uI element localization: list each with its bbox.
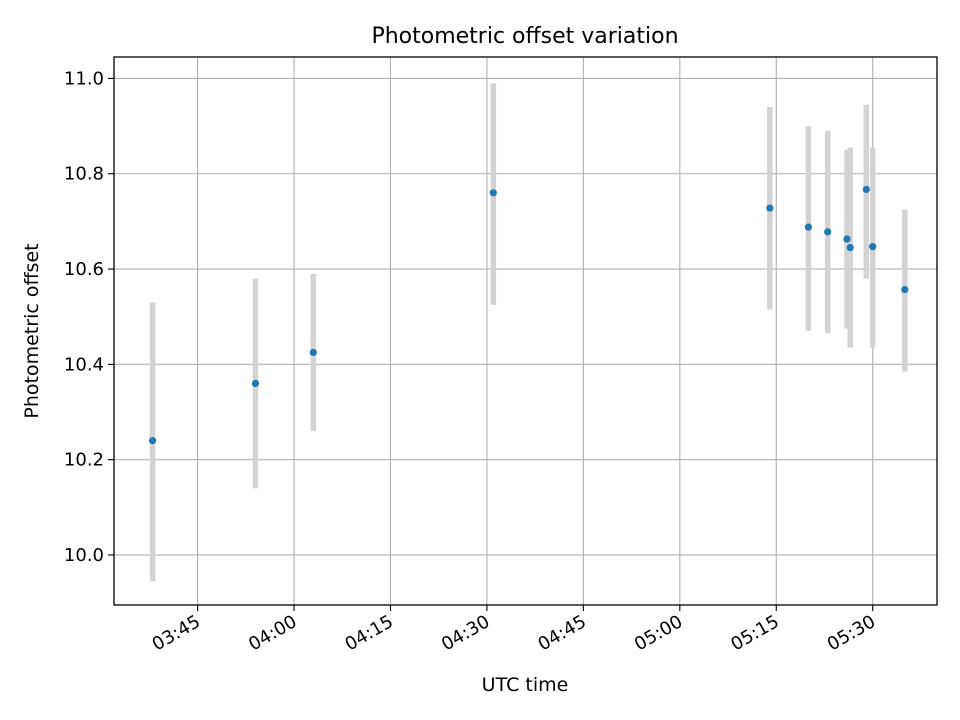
y-tick-label: 10.2 — [64, 450, 104, 471]
plot-frame — [113, 56, 938, 606]
data-point — [901, 285, 909, 294]
x-tick-label: 04:30 — [438, 611, 493, 655]
y-tick-label: 10.4 — [64, 354, 104, 375]
data-point — [309, 348, 317, 357]
y-axis-label: Photometric offset — [21, 243, 43, 418]
chart-title: Photometric offset variation — [371, 24, 678, 49]
data-point — [148, 437, 157, 445]
grid-layer — [114, 57, 937, 605]
data-point — [824, 228, 832, 236]
x-tick-label: 05:00 — [631, 611, 686, 655]
errorbar-layer — [149, 83, 908, 582]
x-axis-label: UTC time — [482, 674, 569, 696]
data-point — [862, 185, 870, 194]
x-tick-label: 04:00 — [245, 611, 300, 655]
y-tick-label: 10.0 — [64, 545, 104, 566]
data-point — [869, 243, 877, 251]
y-tick-label: 10.8 — [64, 164, 104, 185]
y-tick-label: 11.0 — [64, 68, 104, 89]
y-tick-label: 10.6 — [64, 259, 104, 280]
x-tick-label: 04:15 — [342, 611, 397, 655]
x-tick-label: 03:45 — [149, 611, 204, 655]
x-tick-label: 05:15 — [727, 611, 782, 655]
x-tick-label: 04:45 — [534, 611, 589, 655]
data-point — [843, 235, 851, 243]
data-point — [846, 244, 854, 252]
data-point — [489, 189, 497, 197]
data-point — [766, 204, 774, 212]
x-tick-label: 05:30 — [824, 611, 879, 655]
point-layer — [148, 185, 909, 445]
data-point — [804, 223, 813, 231]
data-point — [251, 379, 260, 388]
tick-layer: 10.0 10.2 10.4 10.6 10.8 11.0 03:45 04:00 04:15 0… — [64, 68, 879, 655]
